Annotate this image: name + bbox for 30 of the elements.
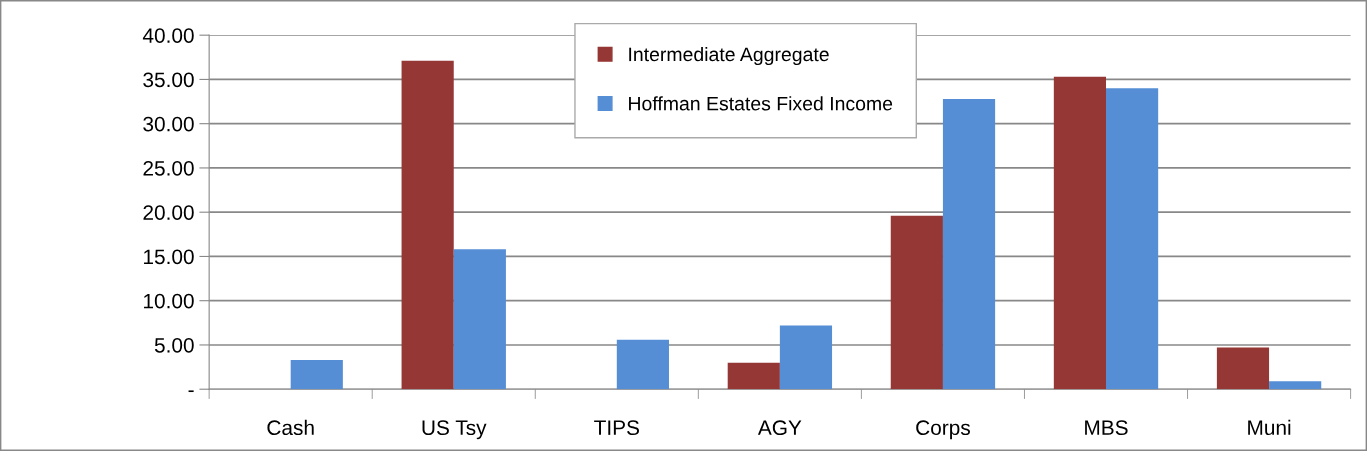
bar (1053, 76, 1106, 390)
bar (779, 325, 833, 390)
x-tick-label: US Tsy (422, 420, 487, 440)
y-tick-label: 5.00 (154, 337, 194, 353)
x-tick-label: AGY (757, 420, 802, 436)
y-tick-label: 15.00 (144, 249, 194, 265)
bar (942, 98, 996, 390)
bar (616, 339, 669, 390)
bar (890, 215, 943, 390)
x-tick-label: MBS (1085, 420, 1128, 436)
legend-label: Intermediate Aggregate (629, 46, 829, 66)
y-tick-label: 20.00 (143, 205, 194, 220)
x-tick-label: Muni (1248, 419, 1291, 436)
y-tick-label: 10.00 (144, 293, 194, 309)
bar (401, 60, 454, 390)
legend-label: Hoffman Estates Fixed Income (629, 96, 893, 111)
y-tick-label: - (188, 390, 194, 393)
bar (727, 362, 780, 390)
y-tick-label: 35.00 (143, 72, 194, 88)
x-tick-label: Cash (267, 419, 314, 436)
x-tick-label: Corps (916, 420, 970, 440)
y-tick-label: 40.00 (142, 28, 194, 43)
bar (1216, 347, 1270, 390)
bar (1106, 88, 1159, 390)
bar (290, 360, 343, 390)
x-tick-label: TIPS (594, 420, 640, 436)
bar (453, 249, 506, 390)
y-tick-label: 25.00 (143, 160, 194, 176)
y-tick-label: 30.00 (143, 116, 194, 132)
bar (1269, 381, 1322, 390)
